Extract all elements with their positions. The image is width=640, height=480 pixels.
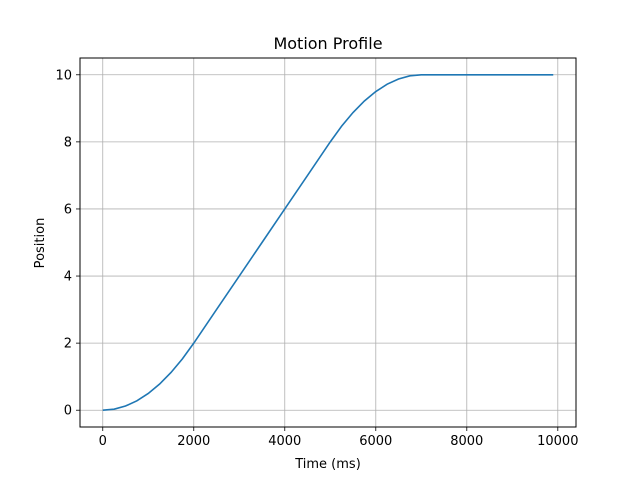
x-tick-label: 8000 (450, 434, 483, 449)
tick-layer: 0 2000 4000 6000 8000 10000 0 2 4 6 8 10 (55, 68, 578, 449)
y-tick-label: 4 (64, 270, 72, 285)
y-tick-label: 8 (64, 135, 72, 150)
x-tick-label: 6000 (359, 434, 392, 449)
chart-title: Motion Profile (273, 34, 382, 53)
x-axis-label: Time (ms) (294, 457, 361, 472)
x-tick-label: 10000 (537, 434, 578, 449)
x-tick-label: 0 (99, 434, 107, 449)
x-tick-label: 2000 (177, 434, 210, 449)
y-axis-label: Position (33, 218, 48, 269)
series-line-0 (102, 73, 554, 412)
x-tick-label: 4000 (268, 434, 301, 449)
y-tick-label: 10 (55, 68, 72, 83)
grid-layer (80, 58, 576, 427)
y-tick-label: 2 (64, 337, 72, 352)
y-tick-label: 0 (64, 404, 72, 419)
plot-frame (79, 57, 577, 428)
y-tick-label: 6 (64, 202, 72, 217)
curve-layer (102, 73, 554, 412)
